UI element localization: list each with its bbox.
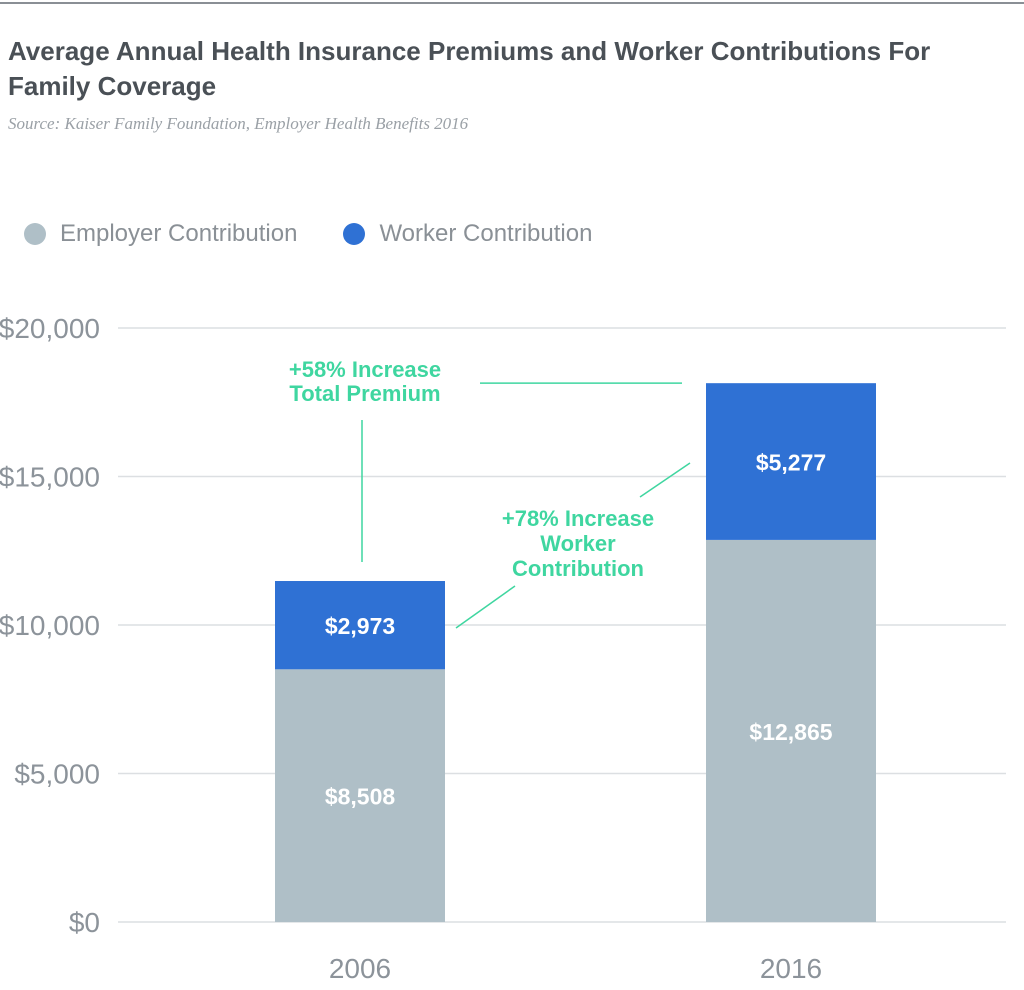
x-tick-label: 2006 xyxy=(329,953,391,984)
annotation-worker-contribution: +78% Increase xyxy=(502,506,654,531)
legend-label-employer: Employer Contribution xyxy=(60,220,298,247)
data-label: $5,277 xyxy=(756,450,826,476)
y-tick-label: $20,000 xyxy=(0,313,100,344)
bar-segment xyxy=(706,539,876,922)
legend: Employer Contribution Worker Contributio… xyxy=(24,218,638,250)
y-tick-label: $5,000 xyxy=(14,759,100,790)
chart-title: Average Annual Health Insurance Premiums… xyxy=(8,36,931,101)
y-tick-label: $0 xyxy=(69,907,100,938)
annotation-total-premium: Total Premium xyxy=(289,381,440,406)
legend-swatch-worker xyxy=(343,223,366,245)
legend-item-employer: Employer Contribution xyxy=(24,220,297,248)
chart-subtitle: Source: Kaiser Family Foundation, Employ… xyxy=(8,114,469,133)
legend-item-worker: Worker Contribution xyxy=(343,220,592,248)
y-tick-label: $10,000 xyxy=(0,610,100,641)
annotation-connector xyxy=(639,462,691,498)
data-label: $2,973 xyxy=(325,613,395,639)
x-tick-label: 2016 xyxy=(760,953,822,984)
annotation-worker-contribution: Contribution xyxy=(512,556,644,581)
legend-label-worker: Worker Contribution xyxy=(379,220,593,247)
annotation-total-premium: +58% Increase xyxy=(289,357,441,382)
legend-swatch-employer xyxy=(24,223,46,245)
bar-segment xyxy=(275,669,445,922)
bar-segment xyxy=(275,581,445,670)
annotation-connector xyxy=(455,585,516,629)
y-tick-label: $15,000 xyxy=(0,462,100,493)
data-label: $8,508 xyxy=(325,784,396,810)
bar-segment xyxy=(706,383,876,540)
top-rule xyxy=(0,2,1024,4)
annotation-worker-contribution: Worker xyxy=(540,531,616,556)
data-label: $12,865 xyxy=(749,719,832,745)
